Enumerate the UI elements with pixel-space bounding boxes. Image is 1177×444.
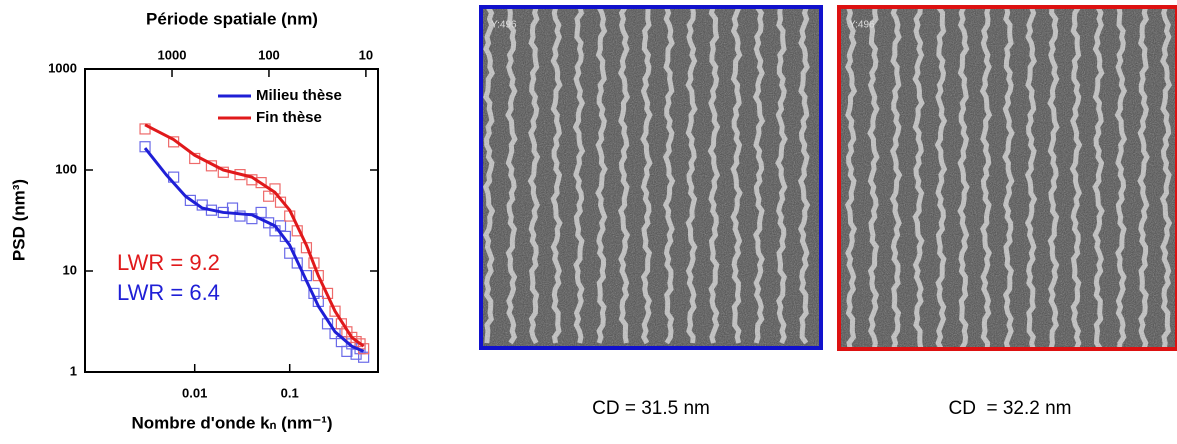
image-frame xyxy=(479,5,823,350)
sem-image: Y:496 xyxy=(479,5,823,350)
top-tick-label: 100 xyxy=(258,47,280,62)
marker xyxy=(255,177,267,189)
x-tick-label: 0.1 xyxy=(281,385,299,400)
sem-label: Y:496 xyxy=(491,20,517,31)
caption: CD = 32.2 nm xyxy=(948,398,1071,419)
y-tick-label: 1 xyxy=(70,363,77,378)
caption: CD = 31.5 nm xyxy=(592,398,710,419)
marker xyxy=(263,217,275,229)
annotation: LWR = 9.2 xyxy=(117,250,220,275)
marker xyxy=(255,206,267,219)
marker xyxy=(263,190,275,202)
marker xyxy=(358,351,370,363)
sem-noise xyxy=(839,7,1177,349)
line xyxy=(144,123,365,348)
annotation: LWR = 6.4 xyxy=(117,280,220,305)
marker xyxy=(329,305,341,317)
x-tick-label: 0.01 xyxy=(182,385,207,400)
line xyxy=(143,147,365,353)
sem-noise xyxy=(481,7,821,348)
y-tick-label: 100 xyxy=(55,161,77,176)
y-axis-label: PSD (nm³) xyxy=(9,179,28,261)
top-tick-label: 10 xyxy=(359,47,373,62)
sem-image: Y:496 xyxy=(837,5,1177,351)
y-tick-label: 10 xyxy=(63,262,77,277)
plot-frame xyxy=(84,68,379,373)
marker xyxy=(184,194,196,207)
x-axis-label: Nombre d'onde kₙ (nm⁻¹) xyxy=(131,413,332,432)
top-tick-label: 1000 xyxy=(158,47,187,62)
top-axis-label: Période spatiale (nm) xyxy=(146,9,318,28)
legend-label: Milieu thèse xyxy=(256,87,342,104)
marker xyxy=(312,270,324,282)
legend-label: Fin thèse xyxy=(256,109,322,126)
marker xyxy=(329,327,341,340)
image-frame xyxy=(837,5,1177,351)
y-tick-label: 1000 xyxy=(48,60,77,75)
marker xyxy=(139,141,151,153)
sem-label: Y:496 xyxy=(849,20,875,31)
marker xyxy=(346,331,358,344)
marker xyxy=(234,210,246,222)
